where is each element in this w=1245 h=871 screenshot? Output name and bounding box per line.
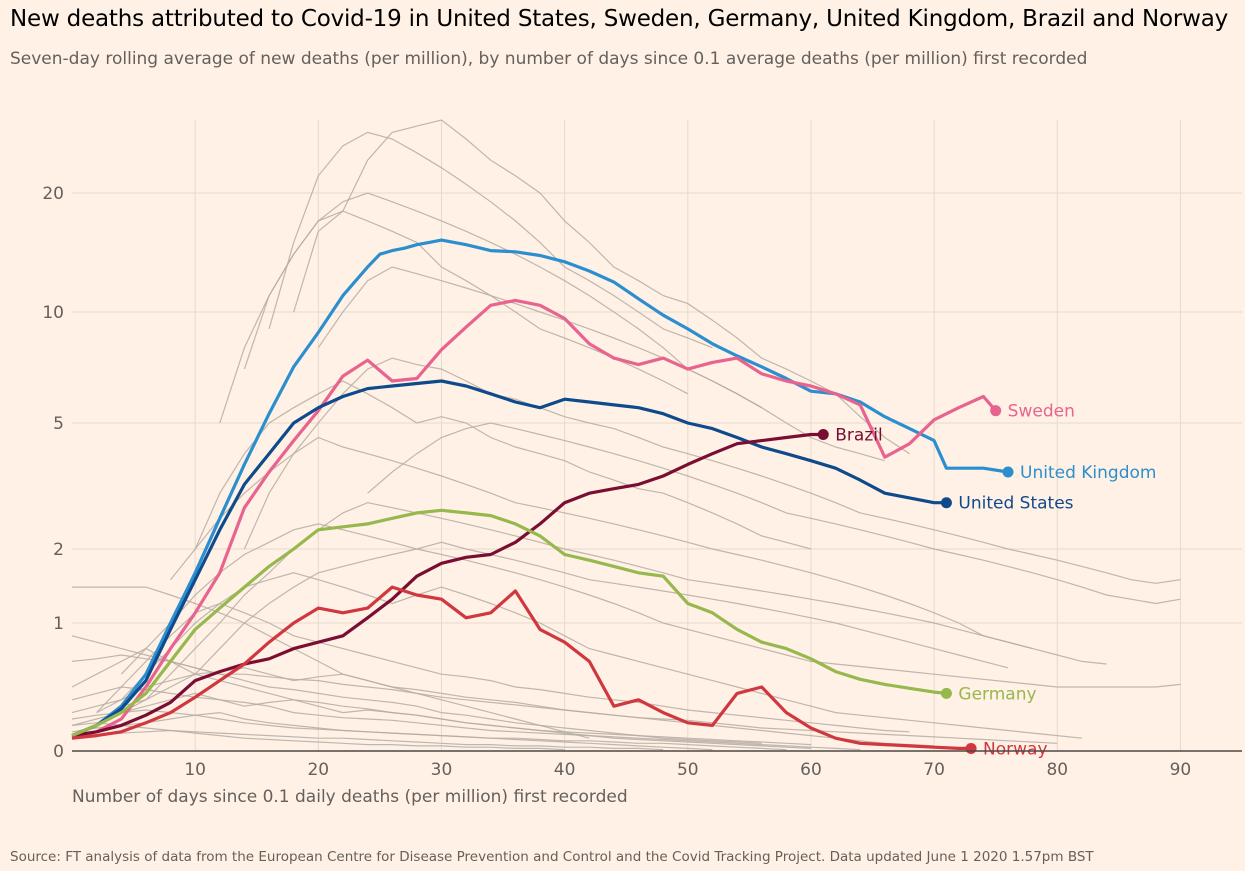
x-tick-label: 90 bbox=[1170, 760, 1192, 780]
series-endpoint-united-states bbox=[940, 497, 952, 509]
series-label-sweden: Sweden bbox=[1008, 402, 1075, 422]
background-country-line bbox=[96, 502, 1107, 726]
y-tick-label: 20 bbox=[42, 184, 64, 204]
x-tick-label: 70 bbox=[923, 760, 945, 780]
background-country-line bbox=[293, 119, 910, 455]
x-tick-label: 60 bbox=[800, 760, 822, 780]
series-endpoint-germany bbox=[940, 687, 952, 699]
series-endpoint-norway bbox=[965, 742, 977, 754]
x-tick-label: 10 bbox=[184, 760, 206, 780]
x-axis-title: Number of days since 0.1 daily deaths (p… bbox=[72, 787, 628, 807]
background-country-line bbox=[367, 422, 1181, 605]
series-label-germany: Germany bbox=[958, 684, 1036, 704]
series-line-norway bbox=[71, 585, 972, 750]
y-tick-label: 2 bbox=[53, 540, 64, 560]
y-tick-label: 5 bbox=[53, 414, 64, 434]
x-tick-label: 40 bbox=[554, 760, 576, 780]
background-country-line bbox=[71, 635, 1058, 744]
series-line-united-kingdom bbox=[71, 238, 1009, 738]
background-country-line bbox=[170, 436, 1033, 650]
series-label-united-kingdom: United Kingdom bbox=[1020, 463, 1156, 483]
background-country-lines bbox=[71, 119, 1181, 751]
background-country-line bbox=[194, 380, 812, 550]
x-tick-label: 80 bbox=[1046, 760, 1068, 780]
background-country-line bbox=[121, 541, 1009, 707]
gridlines bbox=[72, 120, 1242, 751]
x-tick-label: 30 bbox=[431, 760, 453, 780]
background-country-line bbox=[72, 586, 590, 739]
axes: 0 1 2 5 10 20 10 20 30 40 50 60 70 80 90 bbox=[42, 184, 1242, 780]
background-country-line bbox=[120, 523, 1181, 688]
series-line-brazil bbox=[71, 432, 824, 738]
background-country-line bbox=[317, 266, 885, 462]
background-country-line bbox=[71, 709, 787, 751]
series-endpoint-united-kingdom bbox=[1002, 466, 1014, 478]
background-country-line bbox=[71, 686, 861, 751]
series-endpoint-brazil bbox=[817, 428, 829, 440]
x-tick-label: 20 bbox=[307, 760, 329, 780]
source-note: Source: FT analysis of data from the Eur… bbox=[10, 849, 1094, 865]
series-line-germany bbox=[71, 508, 947, 738]
background-country-line bbox=[71, 722, 664, 751]
chart-subtitle: Seven-day rolling average of new deaths … bbox=[10, 49, 1088, 69]
series-line-united-states bbox=[71, 379, 947, 738]
series-label-united-states: United States bbox=[958, 494, 1073, 514]
y-tick-label: 0 bbox=[53, 742, 64, 762]
background-country-line bbox=[268, 131, 713, 349]
highlighted-series bbox=[71, 238, 1014, 754]
series-labels: United Kingdom Sweden United States Brazil G… bbox=[835, 402, 1156, 760]
background-country-line bbox=[96, 572, 1082, 739]
series-label-norway: Norway bbox=[983, 739, 1048, 759]
series-line-sweden bbox=[71, 298, 997, 740]
y-tick-label: 1 bbox=[53, 614, 64, 634]
background-country-line bbox=[71, 729, 565, 751]
background-country-line bbox=[243, 357, 1181, 584]
x-tick-label: 50 bbox=[677, 760, 699, 780]
background-country-line bbox=[243, 192, 762, 409]
chart-title: New deaths attributed to Covid-19 in Uni… bbox=[10, 6, 1229, 32]
series-endpoint-sweden bbox=[990, 405, 1002, 417]
series-label-brazil: Brazil bbox=[835, 425, 882, 445]
y-tick-label: 10 bbox=[42, 303, 64, 323]
